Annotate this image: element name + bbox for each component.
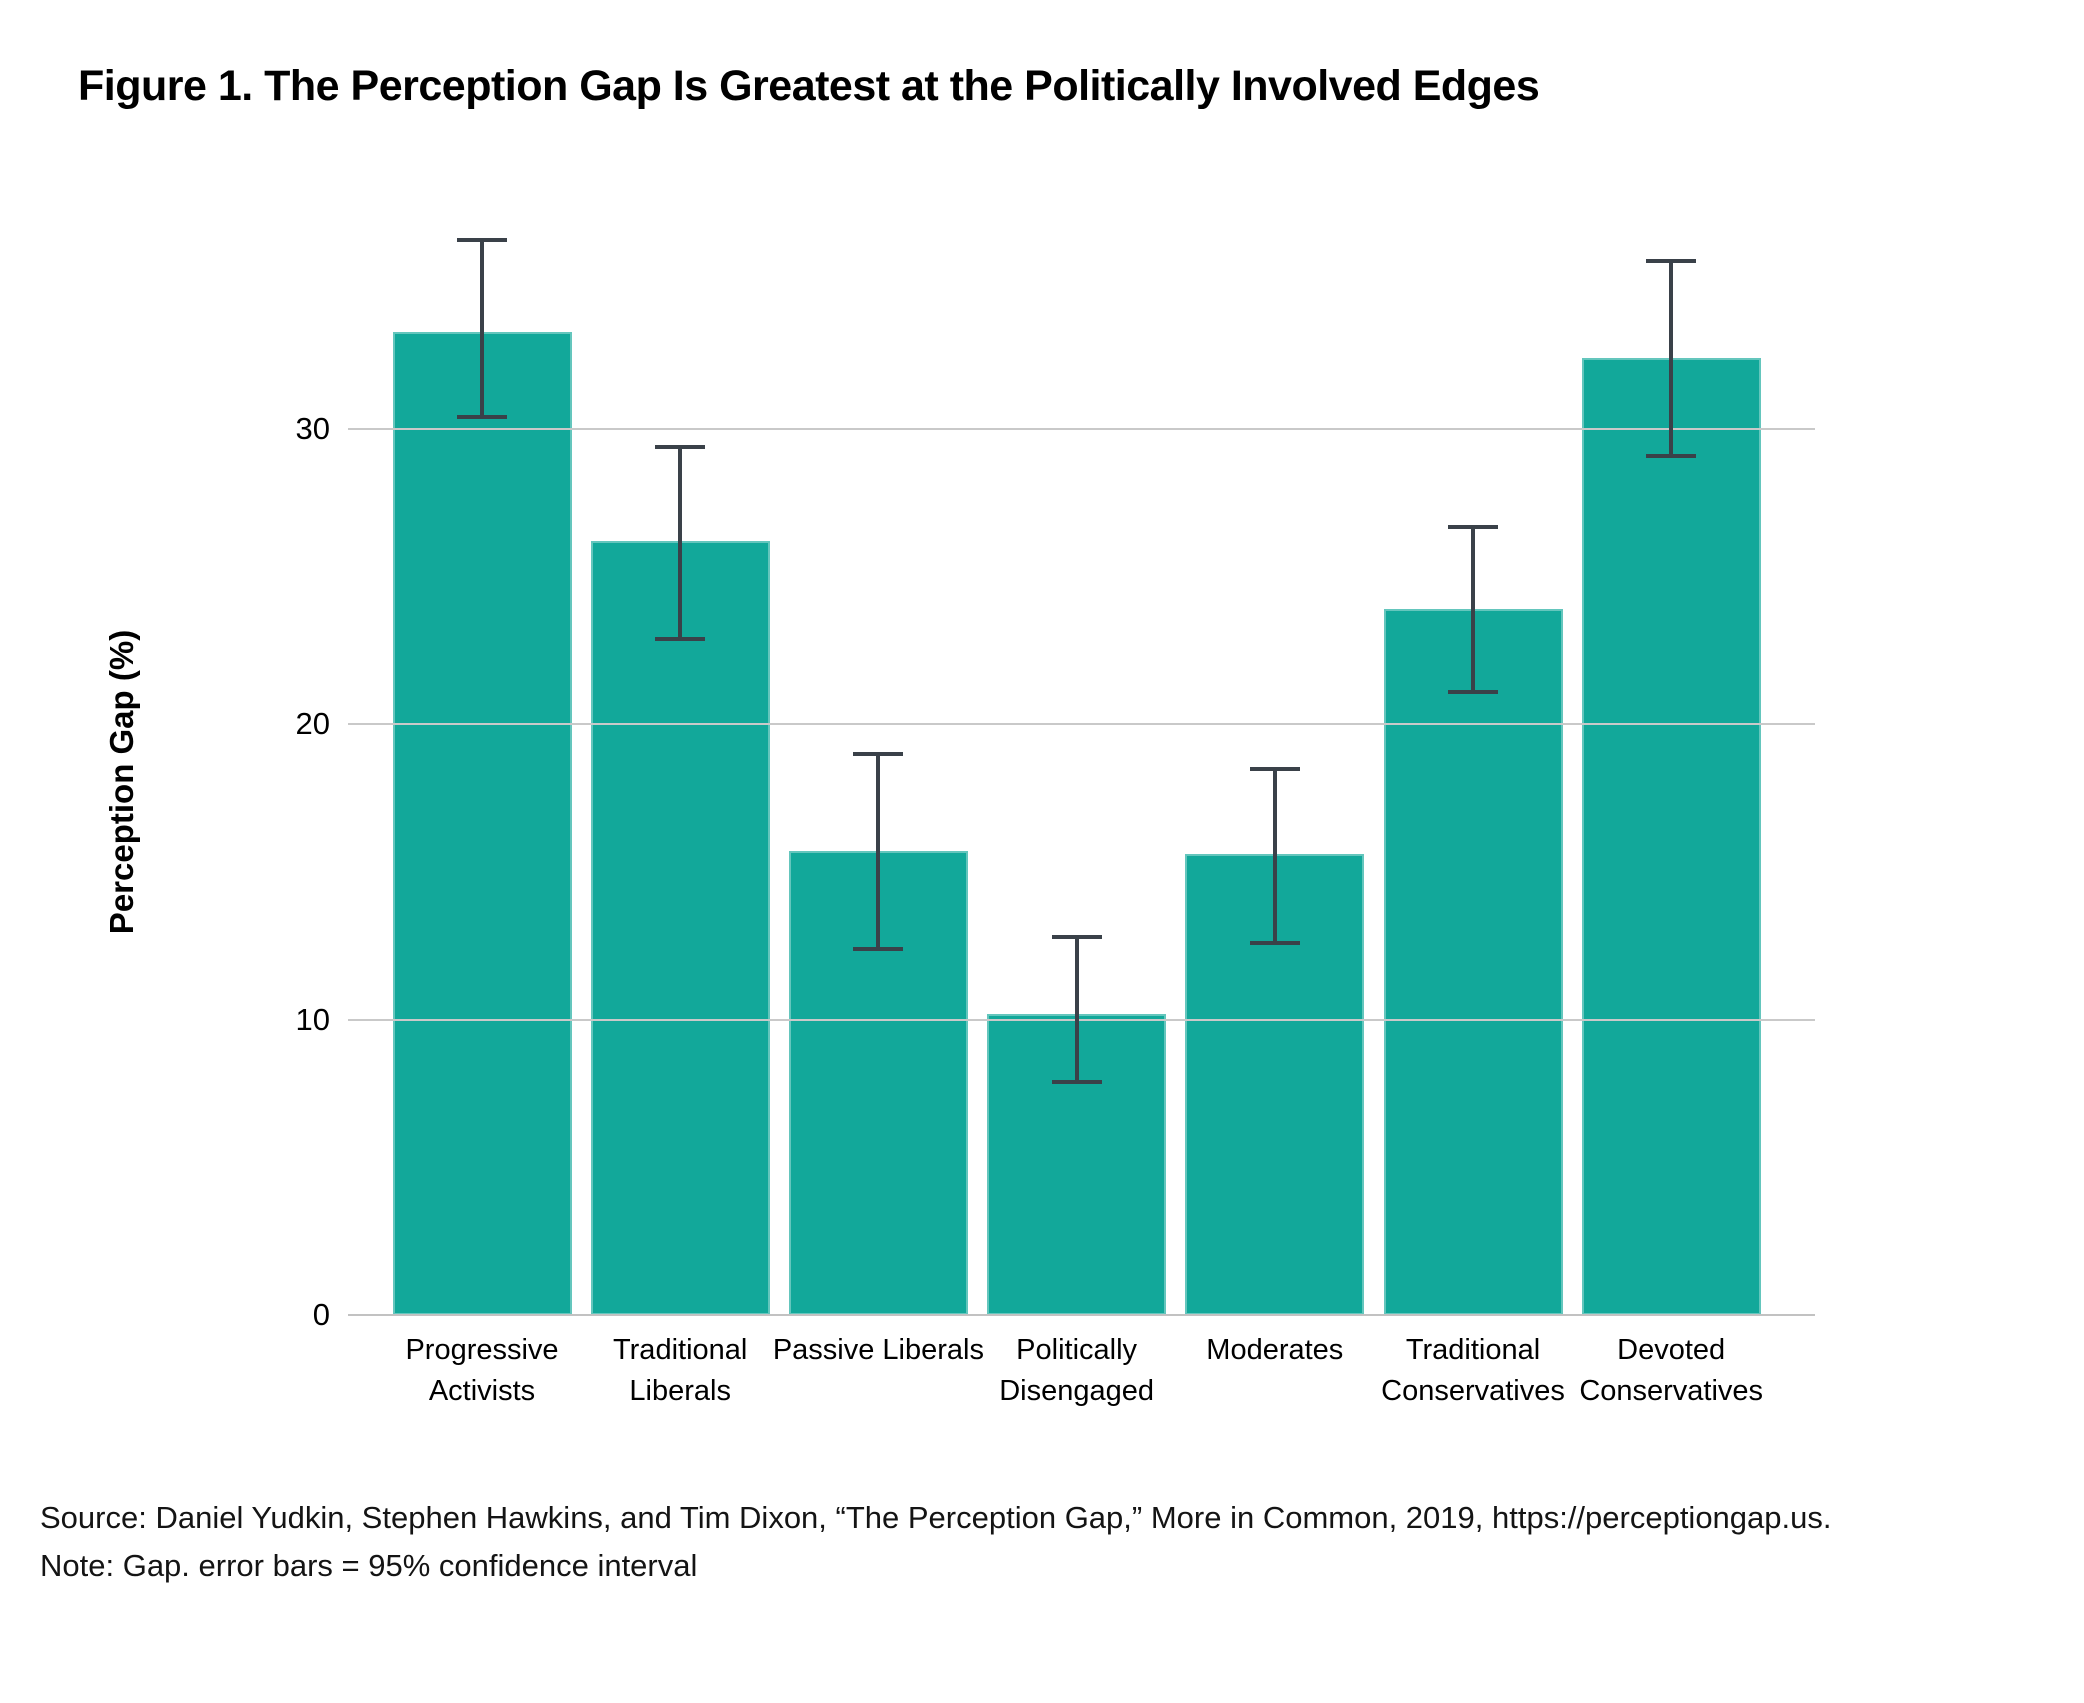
error-bar-line bbox=[480, 240, 484, 418]
note-line: Note: Gap. error bars = 95% confidence i… bbox=[40, 1548, 698, 1583]
error-bar-line bbox=[1669, 260, 1674, 456]
gridline-y10 bbox=[348, 1018, 1815, 1021]
error-bar-cap-high bbox=[1249, 766, 1300, 771]
error-bar-cap-high bbox=[1646, 258, 1697, 263]
source-line: Source: Daniel Yudkin, Stephen Hawkins, … bbox=[40, 1500, 1832, 1535]
gridline-y20 bbox=[348, 723, 1815, 726]
error-bar-cap-high bbox=[1051, 935, 1102, 940]
error-bar-cap-low bbox=[1249, 940, 1300, 945]
x-category-label: Passive Liberals bbox=[772, 1334, 984, 1366]
error-bar-line bbox=[678, 446, 683, 639]
x-category-label: Politically Disengaged bbox=[999, 1334, 1154, 1407]
y-tick-label-20: 20 bbox=[295, 706, 330, 742]
error-bar-cap-low bbox=[457, 415, 507, 420]
error-bar-cap-low bbox=[1051, 1079, 1102, 1084]
error-bar-cap-low bbox=[655, 636, 706, 641]
x-category-label: Devoted Conservatives bbox=[1579, 1334, 1764, 1407]
x-category-label: Progressive Activists bbox=[405, 1334, 559, 1407]
error-bar-cap-low bbox=[853, 946, 904, 951]
y-tick-label-0: 0 bbox=[312, 1297, 330, 1332]
error-bar-cap-high bbox=[655, 444, 706, 449]
x-category-label: Traditional Conservatives bbox=[1381, 1334, 1565, 1407]
x-category-label: Traditional Liberals bbox=[613, 1334, 748, 1407]
error-bar-cap-high bbox=[853, 751, 904, 756]
error-bar-line bbox=[1074, 937, 1079, 1082]
error-bar-cap-low bbox=[1448, 689, 1498, 694]
bar-devoted-conservatives bbox=[1581, 358, 1761, 1315]
error-bar-line bbox=[876, 753, 881, 949]
x-category-label: Moderates bbox=[1206, 1334, 1344, 1366]
footer-notes: Source: Daniel Yudkin, Stephen Hawkins, … bbox=[40, 1494, 1832, 1590]
error-bar-cap-low bbox=[1646, 453, 1697, 458]
error-bar-cap-high bbox=[1448, 524, 1498, 529]
bar-traditional-liberals bbox=[590, 541, 770, 1315]
error-bar-line bbox=[1272, 768, 1277, 943]
error-bar-cap-high bbox=[457, 238, 507, 243]
chart-title: Figure 1. The Perception Gap Is Greatest… bbox=[78, 62, 1540, 110]
gridline-y30 bbox=[348, 428, 1815, 431]
y-tick-label-10: 10 bbox=[295, 1001, 330, 1037]
y-tick-label-30: 30 bbox=[295, 411, 330, 447]
error-bar-line bbox=[1471, 526, 1475, 692]
y-axis-label: Perception Gap (%) bbox=[103, 629, 140, 935]
x-axis-line bbox=[348, 1314, 1815, 1316]
bar-progressive-activists bbox=[392, 331, 572, 1315]
bar-traditional-conservatives bbox=[1383, 609, 1563, 1315]
